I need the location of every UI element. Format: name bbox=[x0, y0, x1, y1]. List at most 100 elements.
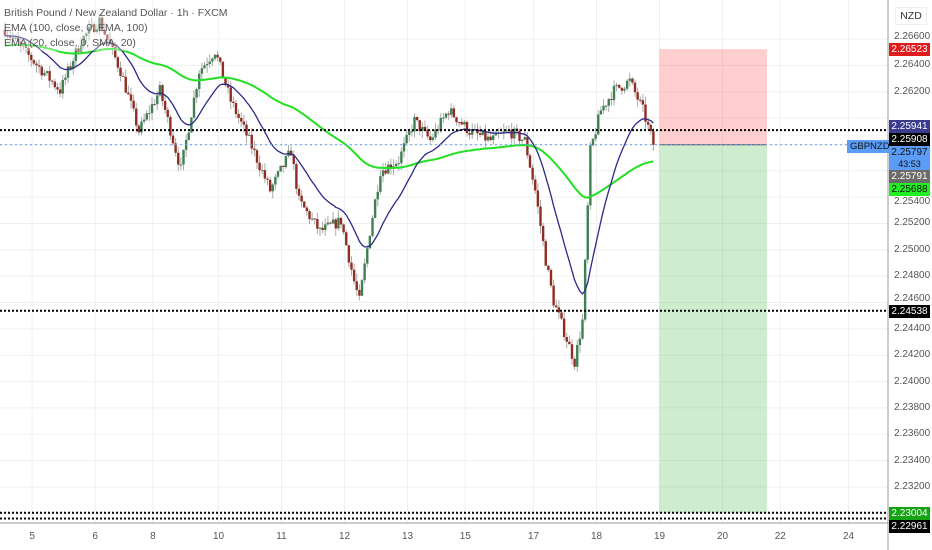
x-tick-label: 13 bbox=[401, 531, 414, 542]
candle-body bbox=[625, 80, 629, 89]
candle-body bbox=[300, 195, 303, 202]
candle-body bbox=[636, 92, 639, 100]
x-tick-label: 5 bbox=[29, 531, 35, 542]
candle-body bbox=[492, 135, 495, 141]
candle-body bbox=[229, 87, 232, 102]
candle-body bbox=[484, 131, 487, 141]
candle-body bbox=[37, 65, 41, 67]
currency-button[interactable]: NZD bbox=[895, 7, 927, 25]
candle-body bbox=[305, 207, 309, 212]
candle-body bbox=[394, 163, 398, 167]
candle-body bbox=[14, 37, 17, 39]
candle-body bbox=[350, 262, 353, 270]
candle-body bbox=[240, 117, 243, 122]
legend-indicator-ema100[interactable]: EMA (100, close, 0, EMA, 100) bbox=[4, 21, 228, 36]
candles bbox=[3, 10, 655, 372]
candle-body bbox=[174, 143, 177, 153]
candle-body bbox=[366, 248, 369, 264]
candle-body bbox=[198, 73, 201, 90]
candle-body bbox=[421, 126, 424, 131]
price-label-value: 2.25688 bbox=[891, 183, 928, 195]
candle-body bbox=[61, 79, 64, 94]
candle-body bbox=[510, 129, 513, 139]
candle-body bbox=[156, 95, 159, 105]
candle-body bbox=[355, 281, 358, 290]
candle-body bbox=[69, 66, 72, 69]
candle-body bbox=[161, 85, 164, 101]
candle-body bbox=[342, 224, 345, 233]
candle-body bbox=[358, 289, 361, 296]
legend-symbol-title[interactable]: British Pound / New Zealand Dollar · 1h … bbox=[4, 6, 228, 21]
candle-body bbox=[24, 46, 28, 48]
candle-body bbox=[30, 54, 33, 61]
candle-body bbox=[187, 132, 190, 141]
candle-body bbox=[310, 218, 314, 220]
candle-body bbox=[649, 124, 652, 132]
candle-body bbox=[295, 163, 298, 189]
legend-indicator-ema20[interactable]: EMA (20, close, 0, SMA, 20) bbox=[4, 36, 228, 51]
candle-body bbox=[48, 71, 51, 81]
candle-body bbox=[250, 134, 253, 149]
candle-body bbox=[463, 121, 466, 125]
candle-body bbox=[106, 34, 109, 40]
candle-body bbox=[549, 269, 553, 286]
candle-body bbox=[200, 68, 204, 74]
candle-body bbox=[87, 27, 91, 34]
candle-body bbox=[502, 131, 505, 133]
candle-body bbox=[368, 235, 372, 249]
y-tick-label: 2.24800 bbox=[894, 270, 931, 282]
candle-body bbox=[612, 85, 616, 101]
candle-body bbox=[460, 122, 463, 125]
candle-body bbox=[434, 129, 437, 138]
candle-body bbox=[339, 217, 343, 225]
candle-body bbox=[64, 77, 67, 80]
symbol-price-tag: GBPNZD bbox=[847, 140, 893, 153]
y-tick-label: 2.24000 bbox=[894, 375, 931, 387]
candle-body bbox=[103, 29, 106, 35]
candle-body bbox=[179, 164, 183, 166]
y-tick-label: 2.25200 bbox=[894, 217, 931, 229]
price-label: 2.25941 bbox=[889, 119, 930, 133]
price-label: 2.25688 bbox=[889, 182, 930, 196]
candle-body bbox=[95, 29, 99, 33]
candle-body bbox=[182, 149, 185, 165]
candle-body bbox=[379, 176, 382, 192]
candle-body bbox=[166, 109, 169, 117]
candle-body bbox=[465, 121, 469, 134]
x-tick-label: 6 bbox=[92, 531, 98, 542]
candle-body bbox=[284, 156, 288, 168]
candle-body bbox=[140, 121, 143, 133]
candle-body bbox=[337, 217, 340, 229]
x-tick-label: 11 bbox=[276, 531, 287, 542]
candle-body bbox=[213, 54, 217, 59]
x-tick-label: 12 bbox=[338, 531, 351, 542]
candle-body bbox=[513, 128, 516, 139]
candle-body bbox=[137, 125, 141, 133]
price-label-value: 2.26523 bbox=[891, 44, 928, 56]
candle-body bbox=[429, 136, 432, 141]
candle-body bbox=[111, 43, 114, 48]
candle-body bbox=[620, 87, 624, 91]
candle-body bbox=[489, 136, 492, 141]
candle-body bbox=[476, 129, 479, 134]
candle-body bbox=[263, 170, 267, 179]
candle-body bbox=[652, 131, 655, 145]
candle-body bbox=[633, 82, 637, 93]
candle-body bbox=[132, 100, 135, 109]
candle-body bbox=[623, 88, 626, 91]
candle-body bbox=[268, 179, 272, 192]
candle-body bbox=[82, 35, 85, 46]
candle-body bbox=[331, 219, 335, 224]
candle-body bbox=[631, 78, 634, 83]
candle-body bbox=[72, 61, 75, 69]
candle-body bbox=[615, 84, 618, 86]
candle-body bbox=[16, 37, 20, 42]
x-tick-label: 8 bbox=[150, 531, 156, 542]
candle-body bbox=[397, 163, 400, 165]
candle-body bbox=[45, 71, 49, 73]
candle-body bbox=[570, 344, 574, 359]
candle-body bbox=[98, 17, 101, 30]
candle-body bbox=[586, 205, 589, 260]
y-tick-label: 2.24600 bbox=[894, 292, 931, 304]
